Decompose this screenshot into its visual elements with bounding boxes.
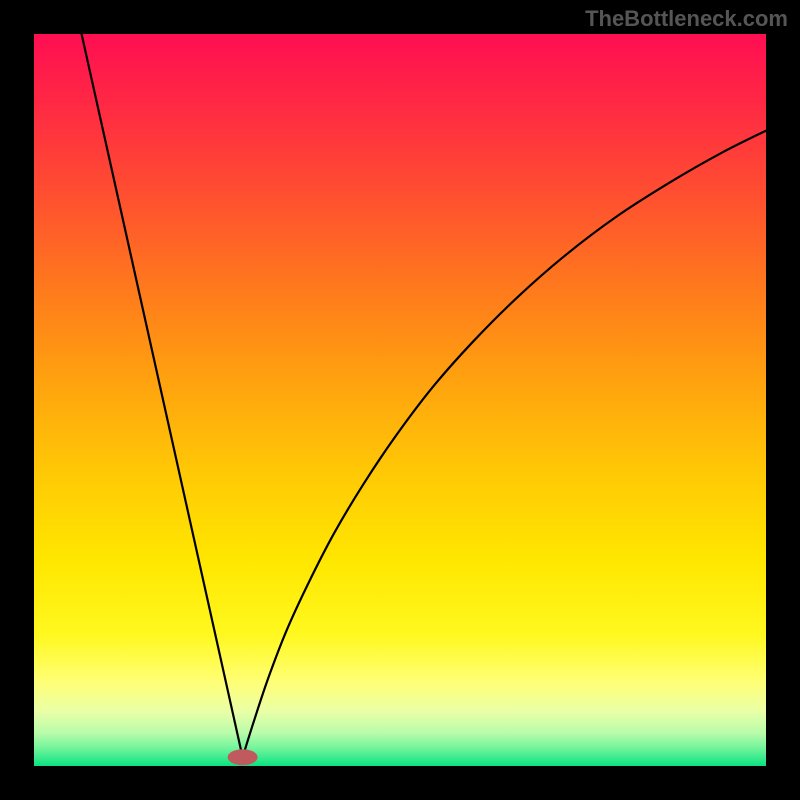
bottleneck-chart: [0, 0, 800, 800]
gradient-background: [34, 34, 766, 766]
optimum-marker: [228, 749, 258, 765]
watermark-text: TheBottleneck.com: [585, 6, 788, 32]
chart-root: TheBottleneck.com: [0, 0, 800, 800]
